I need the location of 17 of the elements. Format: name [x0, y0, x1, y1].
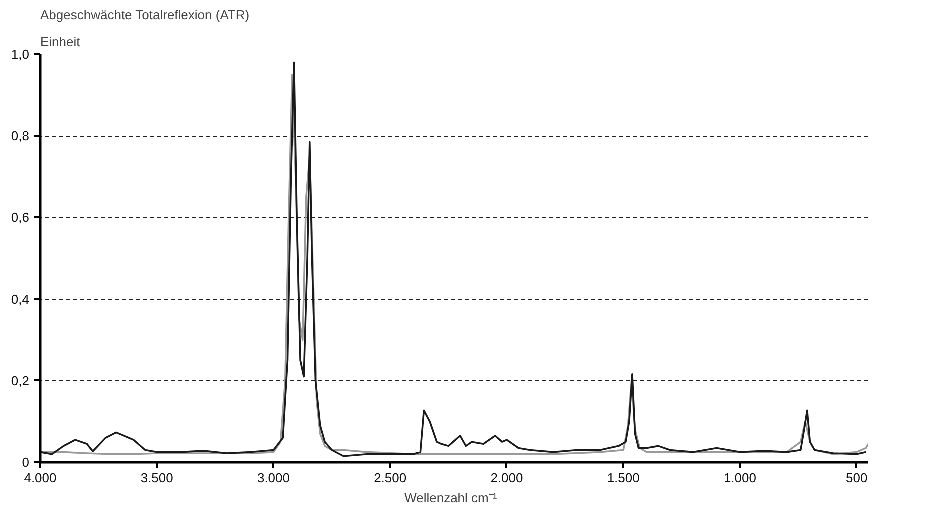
x-tick-label: 2.500 — [374, 470, 407, 486]
y-axis-title: Einheit — [40, 34, 81, 50]
y-tick-label: 0,8 — [11, 128, 30, 144]
y-tick-label: 0,6 — [11, 210, 30, 226]
y-tick-label: 0,2 — [11, 373, 30, 388]
x-tick-label: 1.000 — [724, 470, 756, 486]
x-axis-title: Wellenzahl cm⁻¹ — [404, 490, 498, 506]
x-tick-label: 3.500 — [140, 470, 174, 486]
x-tick-label: 2.000 — [490, 470, 524, 486]
x-tick-label: 500 — [846, 470, 868, 486]
x-tick-label: 1.500 — [607, 470, 640, 486]
y-tick-label: 0,4 — [11, 292, 30, 307]
x-tick-label: 4.000 — [24, 470, 57, 486]
y-tick-label: 0 — [22, 455, 30, 470]
x-tick-label: 3.000 — [257, 470, 290, 486]
chart-title: Abgeschwächte Totalreflexion (ATR) — [40, 8, 250, 22]
y-tick-label: 1,0 — [11, 47, 30, 62]
